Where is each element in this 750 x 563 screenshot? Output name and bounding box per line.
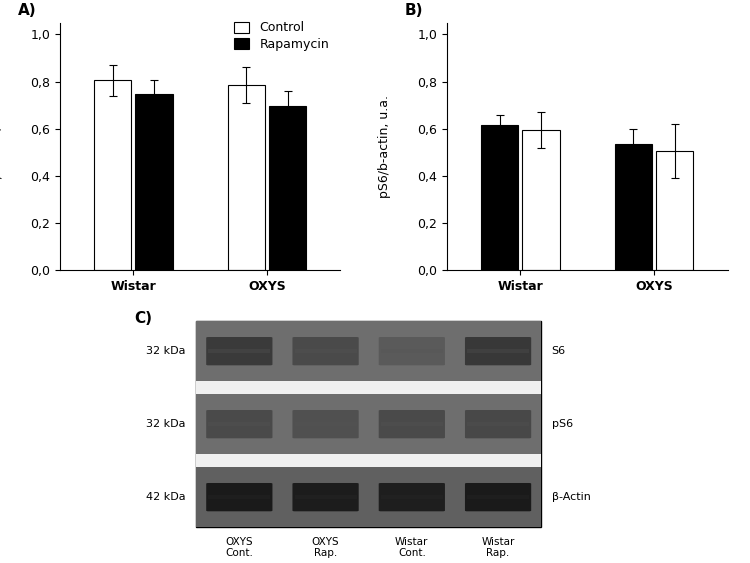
- Bar: [381, 422, 442, 426]
- FancyBboxPatch shape: [206, 410, 272, 439]
- Text: 42 kDa: 42 kDa: [146, 492, 186, 502]
- Bar: [196, 454, 542, 467]
- Text: A): A): [18, 3, 37, 17]
- Bar: [295, 349, 357, 353]
- Bar: [196, 467, 542, 527]
- Text: 32 kDa: 32 kDa: [146, 346, 186, 356]
- FancyBboxPatch shape: [292, 483, 358, 511]
- Bar: [94, 81, 131, 270]
- Text: pS6: pS6: [551, 419, 573, 429]
- Bar: [209, 349, 270, 353]
- FancyBboxPatch shape: [292, 410, 358, 439]
- Bar: [381, 495, 442, 499]
- Bar: [615, 144, 652, 270]
- Bar: [295, 422, 357, 426]
- FancyBboxPatch shape: [292, 337, 358, 365]
- FancyBboxPatch shape: [206, 337, 272, 365]
- Bar: [467, 495, 530, 499]
- Bar: [523, 130, 560, 270]
- Bar: [227, 85, 265, 270]
- Text: OXYS
Cont.: OXYS Cont.: [226, 537, 254, 558]
- Text: Wistar
Rap.: Wistar Rap.: [482, 537, 514, 558]
- FancyBboxPatch shape: [465, 337, 531, 365]
- Text: B): B): [405, 3, 424, 17]
- Bar: [381, 349, 442, 353]
- Bar: [136, 95, 172, 270]
- Text: S6: S6: [551, 346, 566, 356]
- Text: OXYS
Rap.: OXYS Rap.: [312, 537, 340, 558]
- Text: Wistar
Cont.: Wistar Cont.: [395, 537, 428, 558]
- Bar: [467, 349, 530, 353]
- Bar: [467, 422, 530, 426]
- FancyBboxPatch shape: [379, 410, 445, 439]
- FancyBboxPatch shape: [379, 337, 445, 365]
- Text: C): C): [134, 311, 152, 327]
- Bar: [269, 106, 307, 270]
- Bar: [209, 422, 270, 426]
- Text: 32 kDa: 32 kDa: [146, 419, 186, 429]
- Legend: Control, Rapamycin: Control, Rapamycin: [230, 16, 334, 56]
- Text: β-Actin: β-Actin: [551, 492, 590, 502]
- Y-axis label: S6/b-actin, u.a.: S6/b-actin, u.a.: [0, 99, 4, 194]
- Bar: [196, 381, 542, 394]
- Bar: [656, 151, 694, 270]
- FancyBboxPatch shape: [465, 483, 531, 511]
- FancyBboxPatch shape: [465, 410, 531, 439]
- FancyBboxPatch shape: [379, 483, 445, 511]
- Bar: [209, 495, 270, 499]
- Bar: [196, 321, 542, 527]
- FancyBboxPatch shape: [206, 483, 272, 511]
- Bar: [196, 321, 542, 381]
- Bar: [295, 495, 357, 499]
- Bar: [196, 394, 542, 454]
- Y-axis label: pS6/b-actin, u.a.: pS6/b-actin, u.a.: [378, 95, 391, 198]
- Bar: [481, 125, 518, 270]
